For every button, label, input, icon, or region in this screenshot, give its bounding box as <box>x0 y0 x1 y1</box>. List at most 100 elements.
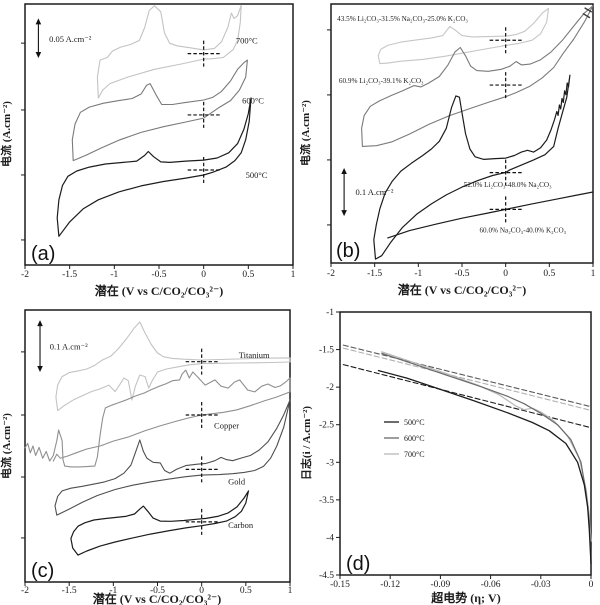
x-tick-label: -0.5 <box>151 270 166 280</box>
series-label-60-0-na-co-40-0-k-co: 60.0% Na₂CO₃-40.0% K₂CO₃ <box>479 226 566 234</box>
scale-bar-label: 0.05 A.cm⁻² <box>49 34 92 44</box>
y-tick-label: -2 <box>326 383 334 393</box>
x-tick-label: -0.15 <box>330 580 350 590</box>
curve-tafel-fit-700-c <box>342 347 592 411</box>
arrow-up-icon <box>37 320 43 327</box>
curve-copper <box>24 369 291 468</box>
series-label-titanium: Titanium <box>239 350 270 360</box>
panel-d-xlabel: 超电势 (η; V) <box>430 590 500 605</box>
plot-border-d <box>339 311 592 576</box>
series-label-43-5-li-co-31-5-na-co-25-0-k-co: 43.5% Li₂CO₃-31.5% Na₂CO₃-25.0% K₂CO₃ <box>337 15 468 23</box>
axis-ticks-c: -2 -1.5 -1 -0.5 0 0.5 1 <box>21 351 293 596</box>
ocp-cross-marker <box>185 456 218 483</box>
curve-500-c <box>377 369 592 565</box>
x-tick-label: -1 <box>109 586 117 596</box>
ocp-cross-marker <box>489 159 522 186</box>
panel-b-ylabel: 电流 (A.cm⁻²) <box>300 100 312 166</box>
panel-a-letter: (a) <box>31 243 55 265</box>
panel-b-xlabel: 潜在 (V vs C/CO₂/CO₃²⁻) <box>398 282 527 297</box>
panel-d-ylabel: 日志(i / A.cm⁻²) <box>300 406 313 481</box>
scale-bar-label: 0.1 A.cm⁻² <box>355 187 393 197</box>
x-tick-label: -1.5 <box>367 269 382 279</box>
x-tick-label: 0.5 <box>242 270 254 280</box>
y-tick-label: -3 <box>326 458 334 468</box>
axis-ticks-d: -0.15 -0.12 -0.09 -0.06 -0.03 0 -1 -1.5 -2 -2.5 -3… <box>319 308 594 590</box>
ocp-cross-marker <box>489 27 522 54</box>
legend-label: 700°C <box>404 450 425 459</box>
series-label-500-c: 500°C <box>246 170 268 180</box>
panel-a-xlabel: 潜在 (V vs C/CO₂/CO₃²⁻) <box>95 283 224 298</box>
x-tick-label: 0 <box>199 586 204 596</box>
x-tick-label: -2 <box>21 270 29 280</box>
y-tick-label: -4 <box>326 533 334 543</box>
ocp-cross-marker <box>489 72 522 99</box>
series-label-carbon: Carbon <box>228 520 254 530</box>
panel-a-chart: -2 -1.5 -1 -0.5 0 0.5 1 0.05 A.cm⁻² 700°C 600°C 50… <box>0 3 296 298</box>
series-label-gold: Gold <box>228 476 246 486</box>
curve-break-marks <box>582 13 591 19</box>
y-tick-label: -2.5 <box>319 421 334 431</box>
legend: 500°C 600°C 700°C <box>384 418 425 459</box>
series-label-600-c: 600°C <box>242 96 264 106</box>
scale-bar-label: 0.1 A.cm⁻² <box>50 342 88 352</box>
ocp-cross-marker <box>187 40 220 67</box>
y-tick-label: -4.5 <box>319 571 334 581</box>
x-tick-label: -1.5 <box>62 270 77 280</box>
arrow-up-icon <box>341 167 347 174</box>
x-tick-label: -2 <box>21 586 29 596</box>
arrow-down-icon <box>341 210 347 217</box>
x-tick-label: 0 <box>589 580 594 590</box>
curve-tafel-fit-500-c <box>342 364 592 429</box>
curve-break-marks-2 <box>584 7 592 13</box>
x-tick-label: 0.5 <box>543 269 555 279</box>
curve-titanium <box>55 321 291 412</box>
legend-label: 600°C <box>404 434 425 443</box>
x-tick-label: -0.09 <box>431 580 451 590</box>
panel-d-letter: (d) <box>346 553 370 575</box>
x-tick-label: -1 <box>414 269 422 279</box>
scale-bar: 0.1 A.cm⁻² <box>341 167 394 217</box>
ocp-cross-marker <box>185 508 218 535</box>
ocp-cross-marker <box>185 348 218 375</box>
panel-a-ylabel: 电流 (A.cm⁻²) <box>0 101 13 167</box>
series-label-copper: Copper <box>214 421 239 431</box>
x-tick-label: -0.06 <box>481 580 501 590</box>
y-tick-label: -1.5 <box>319 346 334 356</box>
x-tick-label: 0 <box>503 269 508 279</box>
panel-d-chart: -0.15 -0.12 -0.09 -0.06 -0.03 0 -1 -1.5 -2 -2.5 -3… <box>300 308 594 605</box>
curve-carbon <box>70 490 250 556</box>
curve-tafel-fit-600-c <box>342 344 592 408</box>
x-tick-label: 1 <box>591 269 596 279</box>
x-tick-label: -1.5 <box>62 586 77 596</box>
curve-43-5-li2co3-31-5-na2co3-25-0-k2co3 <box>377 7 550 65</box>
scale-bar: 0.1 A.cm⁻² <box>37 320 88 373</box>
x-tick-label: -0.12 <box>380 580 400 590</box>
series-label-52-0-li-co-48-0-na-co: 52.0% Li₂CO₃-48.0% Na₂CO₃ <box>464 181 552 189</box>
panel-b-letter: (b) <box>336 240 360 262</box>
x-tick-label: -0.5 <box>150 586 165 596</box>
x-tick-label: 0 <box>201 270 206 280</box>
series-label-700-c: 700°C <box>236 36 258 46</box>
panel-c-ylabel: 电流 (A.cm⁻²) <box>0 413 13 479</box>
x-tick-label: -0.03 <box>531 580 551 590</box>
x-tick-label: -1 <box>110 270 118 280</box>
arrow-down-icon <box>35 52 42 59</box>
axis-ticks-a: -2 -1.5 -1 -0.5 0 0.5 1 <box>21 42 296 280</box>
panel-b-chart: -2 -1.5 -1 -0.5 0 0.5 1 0.1 A.cm⁻² 43.5% Li₂CO₃-… <box>300 3 596 297</box>
panel-c-chart: -2 -1.5 -1 -0.5 0 0.5 1 0.1 A.cm⁻² Titanium Coppe… <box>0 309 293 605</box>
panel-c-xlabel: 潜在 (V vs C/CO₂/CO₃²⁻) <box>93 591 222 605</box>
curve-60-0-na2co3-40-0-k2co3 <box>387 191 594 239</box>
y-tick-label: -3.5 <box>319 496 334 506</box>
x-tick-label: -2 <box>327 269 335 279</box>
x-tick-label: 1 <box>291 270 296 280</box>
arrow-down-icon <box>37 366 43 373</box>
x-tick-label: -0.5 <box>454 269 469 279</box>
y-tick-label: -1 <box>326 308 334 318</box>
arrow-up-icon <box>35 18 42 25</box>
panel-c-letter: (c) <box>31 560 54 582</box>
curve-gold <box>54 399 291 516</box>
series-label-60-9-li-co-39-1-k-co: 60.9% Li₂CO₃-39.1% K₂CO₃ <box>339 77 424 85</box>
curve-600-c <box>71 59 248 162</box>
ocp-cross-marker <box>185 401 218 428</box>
